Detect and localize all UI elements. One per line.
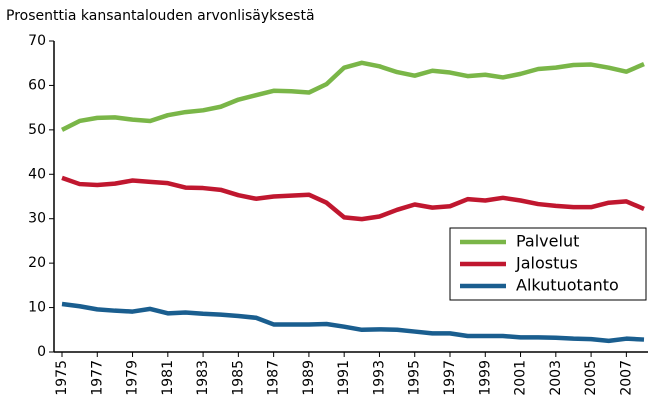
x-tick-label: 2005 xyxy=(583,360,599,396)
y-tick-label: 50 xyxy=(28,122,46,138)
series-line xyxy=(60,60,645,132)
legend-label: Alkutuotanto xyxy=(516,276,619,295)
x-tick-label: 1977 xyxy=(89,360,105,396)
y-tick-label: 30 xyxy=(28,211,46,227)
x-tick-label: 2003 xyxy=(548,360,564,396)
y-tick-label: 0 xyxy=(37,344,46,360)
legend-label: Jalostus xyxy=(515,254,578,273)
y-tick-label: 70 xyxy=(28,33,46,49)
y-tick-label: 10 xyxy=(28,300,46,316)
series-line xyxy=(61,175,645,222)
legend-label: Palvelut xyxy=(516,232,579,251)
x-tick-label: 1989 xyxy=(301,360,317,396)
y-tick-label: 40 xyxy=(28,166,46,182)
x-tick-label: 1993 xyxy=(371,360,387,396)
x-tick-label: 1975 xyxy=(54,360,70,396)
y-tick-label: 60 xyxy=(28,77,46,93)
x-tick-label: 1985 xyxy=(230,360,246,396)
x-tick-label: 2001 xyxy=(513,360,529,396)
chart-title: Prosenttia kansantalouden arvonlisäykses… xyxy=(6,8,315,24)
x-tick-label: 1979 xyxy=(125,360,141,396)
x-tick-label: 1995 xyxy=(407,360,423,396)
x-tick-label: 1983 xyxy=(195,360,211,396)
series-line xyxy=(61,301,645,344)
x-tick-label: 1999 xyxy=(477,360,493,396)
y-tick-label: 20 xyxy=(28,255,46,271)
x-tick-label: 1987 xyxy=(266,360,282,396)
x-tick-label: 1981 xyxy=(160,360,176,396)
x-tick-label: 1997 xyxy=(442,360,458,396)
x-tick-label: 2007 xyxy=(618,360,634,396)
x-tick-label: 1991 xyxy=(336,360,352,396)
